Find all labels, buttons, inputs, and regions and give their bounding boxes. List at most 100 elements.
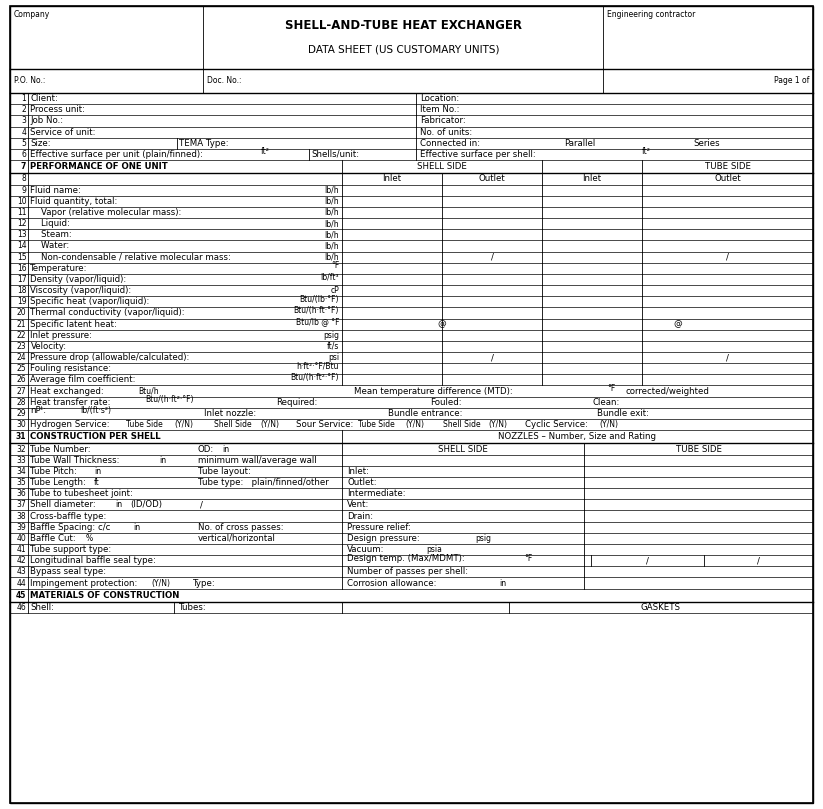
Text: @: @ bbox=[673, 320, 682, 328]
Text: Thermal conductivity (vapor/liquid):: Thermal conductivity (vapor/liquid): bbox=[30, 308, 185, 317]
Text: Clean:: Clean: bbox=[593, 398, 620, 407]
Text: Vapor (relative molecular mass):: Vapor (relative molecular mass): bbox=[30, 208, 182, 217]
Text: Viscosity (vapor/liquid):: Viscosity (vapor/liquid): bbox=[30, 286, 132, 295]
Text: Inlet:: Inlet: bbox=[347, 467, 370, 476]
Text: Tube Length:: Tube Length: bbox=[30, 478, 86, 487]
Text: 39: 39 bbox=[16, 523, 26, 532]
Text: Inlet pressure:: Inlet pressure: bbox=[30, 331, 92, 340]
Text: in: in bbox=[500, 578, 507, 587]
Text: Required:: Required: bbox=[276, 398, 317, 407]
Text: Specific latent heat:: Specific latent heat: bbox=[30, 320, 118, 328]
Text: /: / bbox=[726, 353, 729, 362]
Text: (Y/N): (Y/N) bbox=[599, 420, 618, 429]
Text: Tube Side: Tube Side bbox=[126, 420, 163, 429]
Text: 40: 40 bbox=[16, 534, 26, 543]
Text: Intermediate:: Intermediate: bbox=[347, 489, 406, 498]
Text: h·ft²·°F/Btu: h·ft²·°F/Btu bbox=[296, 362, 339, 371]
Text: Engineering contractor: Engineering contractor bbox=[607, 10, 695, 19]
Text: Bundle exit:: Bundle exit: bbox=[597, 409, 649, 418]
Text: SHELL-AND-TUBE HEAT EXCHANGER: SHELL-AND-TUBE HEAT EXCHANGER bbox=[285, 19, 522, 32]
Text: Shell Side: Shell Side bbox=[443, 420, 481, 429]
Text: GASKETS: GASKETS bbox=[641, 603, 681, 612]
Text: Density (vapor/liquid):: Density (vapor/liquid): bbox=[30, 275, 127, 284]
Text: (Y/N): (Y/N) bbox=[151, 578, 170, 587]
Text: OD:: OD: bbox=[198, 445, 214, 454]
Text: 34: 34 bbox=[16, 467, 26, 476]
Text: 20: 20 bbox=[16, 308, 26, 317]
Text: SHELL SIDE: SHELL SIDE bbox=[417, 162, 467, 172]
Text: Outlet: Outlet bbox=[714, 175, 741, 184]
Text: lb/ft³: lb/ft³ bbox=[320, 273, 339, 282]
Text: 3: 3 bbox=[21, 116, 26, 125]
Text: Size:: Size: bbox=[30, 139, 51, 148]
Text: Fluid name:: Fluid name: bbox=[30, 185, 81, 195]
Text: Shells/unit:: Shells/unit: bbox=[311, 150, 359, 159]
Text: No. of units:: No. of units: bbox=[420, 128, 472, 137]
Text: 10: 10 bbox=[16, 197, 26, 205]
Text: Tube Pitch:: Tube Pitch: bbox=[30, 467, 77, 476]
Text: vertical/horizontal: vertical/horizontal bbox=[198, 534, 276, 543]
Text: Pressure relief:: Pressure relief: bbox=[347, 523, 412, 532]
Text: °F: °F bbox=[607, 384, 616, 393]
Text: Baffle Cut:: Baffle Cut: bbox=[30, 534, 77, 543]
Text: 18: 18 bbox=[16, 286, 26, 295]
Text: TUBE SIDE: TUBE SIDE bbox=[704, 162, 751, 172]
Text: ft²: ft² bbox=[261, 146, 270, 155]
Text: 22: 22 bbox=[16, 331, 26, 340]
Text: Tube to tubesheet joint:: Tube to tubesheet joint: bbox=[30, 489, 133, 498]
Text: 31: 31 bbox=[16, 432, 26, 442]
Text: Hydrogen Service:: Hydrogen Service: bbox=[30, 420, 110, 429]
Text: 43: 43 bbox=[16, 567, 26, 576]
Text: 8: 8 bbox=[21, 175, 26, 184]
Text: Tube layout:: Tube layout: bbox=[198, 467, 250, 476]
Text: Number of passes per shell:: Number of passes per shell: bbox=[347, 567, 468, 576]
Text: @: @ bbox=[438, 320, 446, 328]
Text: 32: 32 bbox=[16, 445, 26, 454]
Text: 42: 42 bbox=[16, 557, 26, 565]
Text: lb/h: lb/h bbox=[324, 231, 339, 239]
Text: Shell:: Shell: bbox=[30, 603, 54, 612]
Text: Corrosion allowance:: Corrosion allowance: bbox=[347, 578, 437, 587]
Text: Tubes:: Tubes: bbox=[179, 603, 207, 612]
Text: Outlet:: Outlet: bbox=[347, 478, 377, 487]
Text: ft²: ft² bbox=[642, 146, 651, 155]
Text: 46: 46 bbox=[16, 603, 26, 612]
Text: /: / bbox=[726, 252, 729, 261]
Text: DATA SHEET (US CUSTOMARY UNITS): DATA SHEET (US CUSTOMARY UNITS) bbox=[308, 44, 499, 54]
Text: /: / bbox=[491, 353, 494, 362]
Text: Btu/(h·ft·°F): Btu/(h·ft·°F) bbox=[294, 306, 339, 315]
Text: Design temp. (Max/MDMT):: Design temp. (Max/MDMT): bbox=[347, 554, 465, 563]
Text: Client:: Client: bbox=[30, 94, 58, 103]
Text: 37: 37 bbox=[16, 501, 26, 510]
Text: 27: 27 bbox=[16, 387, 26, 396]
Text: Location:: Location: bbox=[420, 94, 459, 103]
Text: MATERIALS OF CONSTRUCTION: MATERIALS OF CONSTRUCTION bbox=[30, 591, 180, 599]
Text: (Y/N): (Y/N) bbox=[488, 420, 507, 429]
Text: Tube type:   plain/finned/other: Tube type: plain/finned/other bbox=[198, 478, 328, 487]
Text: ft: ft bbox=[94, 478, 100, 487]
Text: Baffle Spacing: c/c: Baffle Spacing: c/c bbox=[30, 523, 111, 532]
Text: /: / bbox=[757, 557, 760, 565]
Text: corrected/weighted: corrected/weighted bbox=[625, 387, 709, 396]
Text: 29: 29 bbox=[16, 409, 26, 418]
Text: Tube Wall Thickness:: Tube Wall Thickness: bbox=[30, 455, 120, 464]
Text: ft/s: ft/s bbox=[327, 342, 339, 351]
Text: Btu/lb @ °F: Btu/lb @ °F bbox=[295, 317, 339, 326]
Text: 30: 30 bbox=[16, 420, 26, 429]
Text: Process unit:: Process unit: bbox=[30, 105, 86, 114]
Text: 15: 15 bbox=[16, 252, 26, 261]
Text: in: in bbox=[115, 501, 123, 510]
Text: Steam:: Steam: bbox=[30, 231, 72, 239]
Text: Shell Side: Shell Side bbox=[214, 420, 252, 429]
Text: Bundle entrance:: Bundle entrance: bbox=[388, 409, 463, 418]
Text: 45: 45 bbox=[16, 591, 26, 599]
Text: P.O. No.:: P.O. No.: bbox=[14, 76, 45, 86]
Text: Heat exchanged:: Heat exchanged: bbox=[30, 387, 105, 396]
Text: 36: 36 bbox=[16, 489, 26, 498]
Text: Tube Side: Tube Side bbox=[358, 420, 395, 429]
Text: in: in bbox=[94, 467, 101, 476]
Text: (ID/OD): (ID/OD) bbox=[130, 501, 162, 510]
Text: °F: °F bbox=[331, 261, 339, 270]
Text: 12: 12 bbox=[16, 219, 26, 228]
Text: 35: 35 bbox=[16, 478, 26, 487]
